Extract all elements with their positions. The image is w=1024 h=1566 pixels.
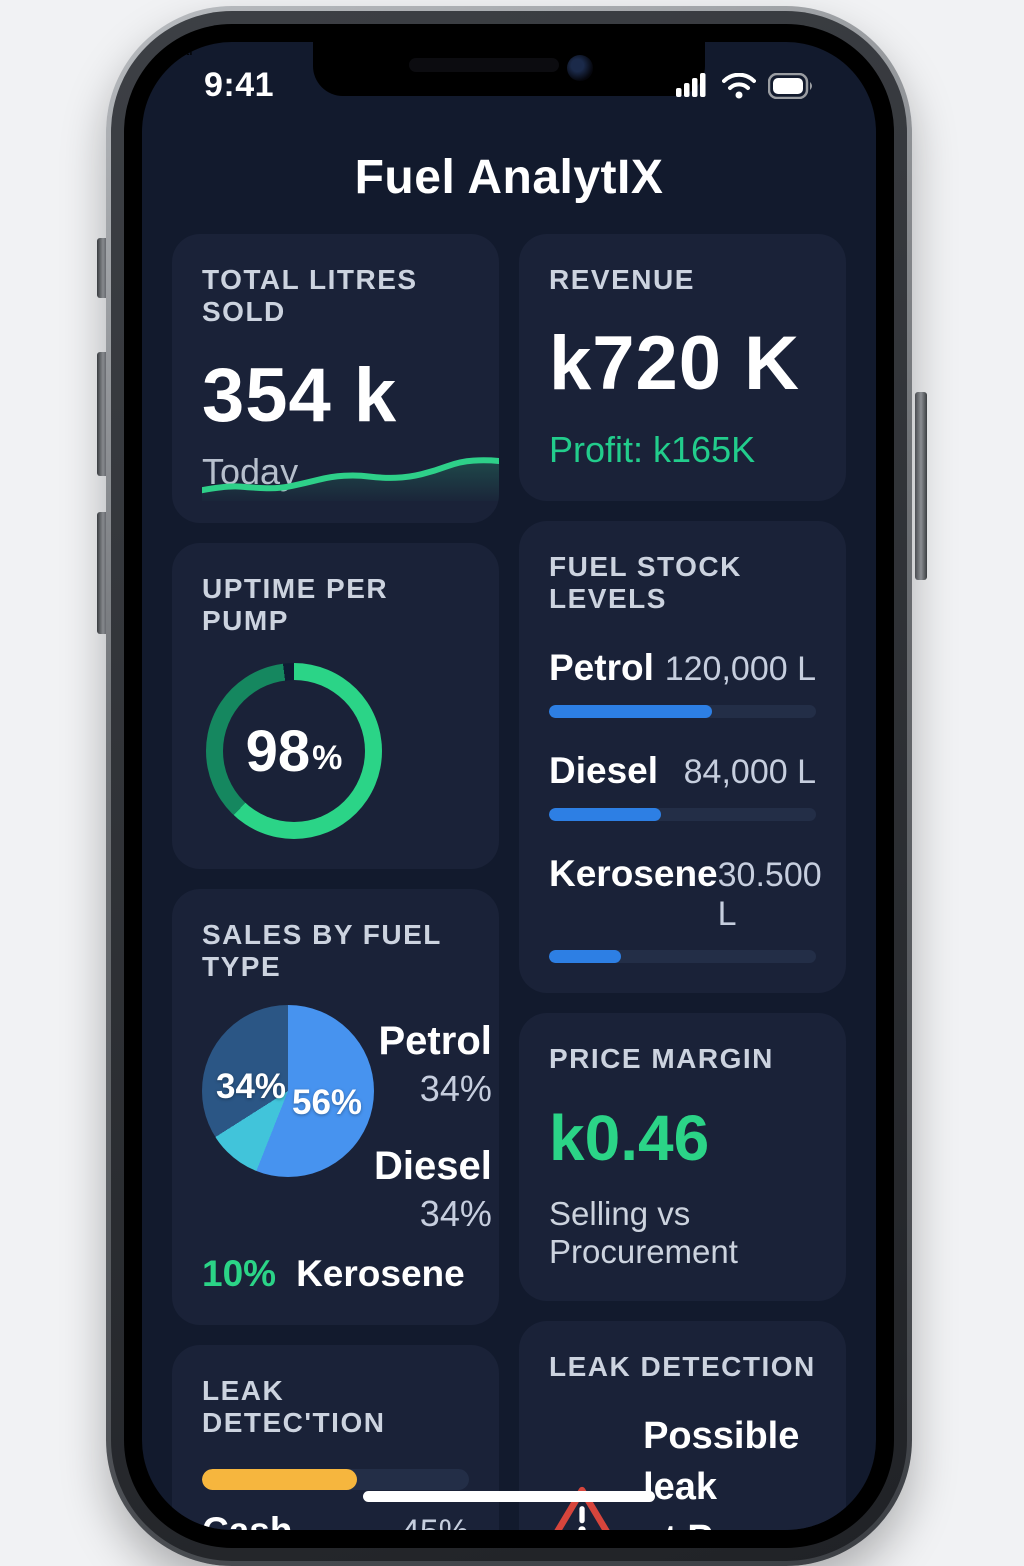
- uptime-unit: %: [312, 738, 343, 777]
- bar-fill-petrol: [549, 705, 712, 718]
- stock-row-petrol: Petrol 120,000 L: [549, 647, 816, 718]
- profit-label: Profit: k165K: [549, 429, 756, 470]
- card-fuel-stock-levels[interactable]: FUEL STOCK LEVELS Petrol 120,000 L Diese…: [519, 521, 846, 993]
- stock-value: 84,000 L: [683, 753, 816, 791]
- bar-value: 45%: [401, 1513, 469, 1530]
- leak-message: Possible leak at Pump 4: [643, 1411, 816, 1530]
- left-column: TOTAL LITRES SOLD 354 k Today: [172, 234, 499, 1530]
- screen: ractical 9:41: [142, 42, 876, 1530]
- card-title: SALES BY FUEL TYPE: [202, 919, 442, 982]
- sales-sparkline-chart: [202, 457, 499, 501]
- card-uptime-per-pump[interactable]: UPTIME PER PUMP 98 %: [172, 543, 499, 869]
- card-revenue[interactable]: REVENUE k720 K Profit: k165K: [519, 234, 846, 501]
- dashboard-grid: TOTAL LITRES SOLD 354 k Today: [172, 234, 846, 1530]
- signal-icon: [676, 72, 706, 97]
- camera-icon: [567, 55, 593, 81]
- card-title: LEAK DETEC'TION: [202, 1375, 386, 1438]
- card-title: REVENUE: [549, 264, 695, 295]
- battery-icon: [768, 72, 812, 99]
- phone-frame-inner: ractical 9:41: [111, 11, 907, 1561]
- pie-label-diesel: 34%: [216, 1067, 287, 1106]
- uptime-donut-hole: 98 %: [223, 680, 365, 822]
- kerosene-percent: 10%: [202, 1253, 277, 1294]
- sales-pie-chart: 34% 56%: [202, 1005, 374, 1177]
- status-bar: 9:41: [142, 66, 876, 105]
- uptime-donut-chart: 98 %: [206, 663, 382, 839]
- stock-value: 30.500 L: [717, 856, 822, 933]
- legend-diesel-value: 34%: [419, 1193, 492, 1234]
- stock-value: 120,000 L: [664, 650, 816, 688]
- bar-fill-diesel: [549, 808, 662, 821]
- legend-petrol-name: Petrol: [378, 1019, 492, 1063]
- notch: [313, 42, 705, 96]
- wifi-icon: [722, 72, 756, 98]
- status-time: 9:41: [204, 66, 275, 104]
- legend-petrol-value: 34%: [419, 1068, 492, 1109]
- bar-track: [549, 950, 816, 963]
- home-indicator[interactable]: [363, 1491, 655, 1502]
- leak-message-line2: at Pump 4: [643, 1514, 816, 1530]
- card-sales-by-fuel-type[interactable]: SALES BY FUEL TYPE 34% 56% Petrol 34% Di…: [172, 889, 499, 1325]
- phone-frame: ractical 9:41: [106, 6, 912, 1566]
- leak-message-line1: Possible leak: [643, 1415, 800, 1509]
- card-title: UPTIME PER PUMP: [202, 573, 389, 636]
- bar-label: Cash: [202, 1510, 292, 1530]
- kerosene-label: Kerosene: [296, 1253, 465, 1294]
- bar-track: [549, 808, 816, 821]
- revenue-value: k720 K: [549, 321, 801, 406]
- bar-fill-kerosene: [549, 950, 622, 963]
- legend-diesel-name: Diesel: [374, 1144, 492, 1188]
- card-price-margin[interactable]: PRICE MARGIN k0.46 Selling vs Procuremen…: [519, 1013, 846, 1301]
- card-title: FUEL STOCK LEVELS: [549, 551, 742, 614]
- pie-label-petrol: 56%: [292, 1083, 363, 1122]
- bar-track: [549, 705, 816, 718]
- speaker-icon: [409, 58, 559, 72]
- uptime-value: 98: [245, 718, 311, 784]
- stock-label: Petrol: [549, 647, 654, 688]
- warning-triangle-icon: [554, 1486, 610, 1530]
- stock-label: Diesel: [549, 750, 659, 791]
- bar-track: [202, 1469, 469, 1490]
- right-column: REVENUE k720 K Profit: k165K FUEL STOCK …: [519, 234, 846, 1530]
- total-litres-value: 354 k: [202, 353, 398, 438]
- phone-bezel: ractical 9:41: [124, 24, 894, 1548]
- card-title: PRICE MARGIN: [549, 1043, 774, 1074]
- card-leak-detection-bars[interactable]: LEAK DETEC'TION Cash 45%: [172, 1345, 499, 1530]
- stock-row-diesel: Diesel 84,000 L: [549, 750, 816, 821]
- stock-row-kerosene: Kerosene 30.500 L: [549, 853, 822, 963]
- card-title: LEAK DETECTION: [549, 1351, 816, 1382]
- bar-group-cash: Cash 45%: [202, 1469, 469, 1530]
- bar-fill-cash: [202, 1469, 357, 1490]
- page-title: Fuel AnalytIX: [354, 151, 664, 204]
- card-total-litres-sold[interactable]: TOTAL LITRES SOLD 354 k Today: [172, 234, 499, 523]
- price-margin-subtitle: Selling vs Procurement: [549, 1195, 738, 1270]
- card-title: TOTAL LITRES SOLD: [202, 264, 418, 327]
- stock-label: Kerosene: [549, 853, 718, 894]
- sales-legend: Petrol 34% Diesel 34%: [374, 1019, 492, 1235]
- power-button[interactable]: [915, 392, 927, 580]
- price-margin-value: k0.46: [549, 1102, 710, 1174]
